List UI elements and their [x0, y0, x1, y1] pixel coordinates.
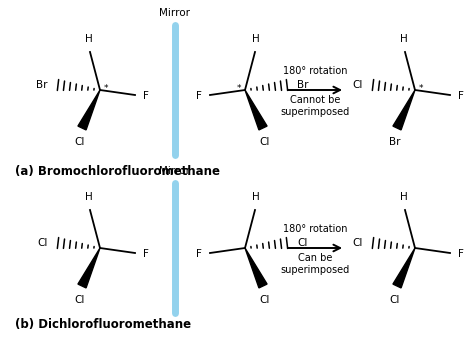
Text: (a) Bromochlorofluoromethane: (a) Bromochlorofluoromethane: [15, 165, 220, 178]
Text: F: F: [143, 91, 149, 101]
Text: Cl: Cl: [297, 238, 307, 248]
Text: Br: Br: [389, 137, 401, 147]
Text: (b) Dichlorofluoromethane: (b) Dichlorofluoromethane: [15, 318, 191, 331]
Text: Mirror: Mirror: [159, 8, 191, 18]
Text: Cl: Cl: [353, 238, 363, 248]
Text: *: *: [104, 84, 109, 92]
Text: Cl: Cl: [75, 137, 85, 147]
Polygon shape: [78, 248, 100, 288]
Text: Cl: Cl: [75, 295, 85, 305]
Text: F: F: [143, 249, 149, 259]
Text: F: F: [196, 91, 202, 101]
Polygon shape: [245, 90, 267, 130]
Text: Cl: Cl: [390, 295, 400, 305]
Polygon shape: [393, 248, 415, 288]
Text: Br: Br: [36, 80, 48, 90]
Text: Br: Br: [297, 80, 309, 90]
Text: F: F: [458, 249, 464, 259]
Text: Cannot be
superimposed: Cannot be superimposed: [281, 95, 350, 116]
Text: Cl: Cl: [353, 80, 363, 90]
Text: *: *: [419, 84, 423, 92]
Text: Can be
superimposed: Can be superimposed: [281, 253, 350, 275]
Text: 180° rotation: 180° rotation: [283, 224, 347, 234]
Text: Cl: Cl: [260, 137, 270, 147]
Text: F: F: [196, 249, 202, 259]
Text: H: H: [85, 192, 93, 202]
Text: *: *: [237, 84, 241, 92]
Text: H: H: [252, 34, 260, 44]
Text: H: H: [400, 192, 408, 202]
Text: H: H: [85, 34, 93, 44]
Polygon shape: [78, 90, 100, 130]
Text: 180° rotation: 180° rotation: [283, 66, 347, 76]
Polygon shape: [393, 90, 415, 130]
Text: F: F: [458, 91, 464, 101]
Text: Cl: Cl: [260, 295, 270, 305]
Text: Cl: Cl: [37, 238, 48, 248]
Text: H: H: [252, 192, 260, 202]
Text: H: H: [400, 34, 408, 44]
Polygon shape: [245, 248, 267, 288]
Text: Mirror: Mirror: [159, 166, 191, 176]
